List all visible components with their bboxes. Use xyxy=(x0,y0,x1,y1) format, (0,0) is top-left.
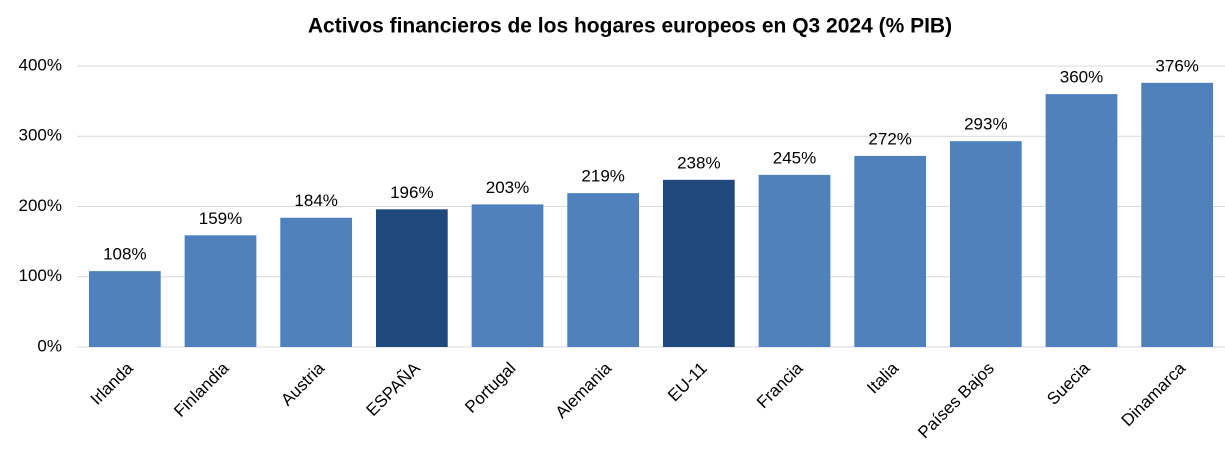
bar xyxy=(854,155,927,347)
bar xyxy=(758,174,831,347)
y-tick-label: 0% xyxy=(37,336,62,355)
x-tick-label: Alemania xyxy=(552,358,616,422)
y-tick-label: 300% xyxy=(19,126,62,145)
x-tick-label: Austria xyxy=(277,358,328,409)
x-tick-label: ESPAÑA xyxy=(363,358,425,420)
x-tick-label: EU-11 xyxy=(664,359,711,406)
bar xyxy=(1141,82,1214,348)
data-label: 238% xyxy=(677,153,720,172)
bar xyxy=(1045,94,1118,347)
x-tick-label: Suecia xyxy=(1043,358,1094,409)
bar xyxy=(471,204,544,347)
bar xyxy=(662,179,735,347)
y-tick-label: 400% xyxy=(19,55,62,74)
bar xyxy=(949,141,1022,347)
x-tick-label: Dinamarca xyxy=(1118,358,1190,430)
x-tick-label: Irlanda xyxy=(87,358,138,409)
x-tick-label: Finlandia xyxy=(170,358,233,421)
data-label: 293% xyxy=(964,115,1007,134)
x-tick-label: Portugal xyxy=(461,359,519,417)
x-tick-label: Francia xyxy=(753,358,807,412)
data-label: 184% xyxy=(294,191,337,210)
data-label: 360% xyxy=(1060,68,1103,87)
chart-title: Activos financieros de los hogares europ… xyxy=(308,15,952,38)
data-label: 108% xyxy=(103,245,146,264)
data-label: 245% xyxy=(773,148,816,167)
bar xyxy=(567,193,640,347)
data-label: 219% xyxy=(581,167,624,186)
data-label: 159% xyxy=(199,209,242,228)
x-tick-label: Italia xyxy=(863,358,902,397)
y-tick-label: 100% xyxy=(19,266,62,285)
bar xyxy=(88,271,161,347)
data-label: 203% xyxy=(486,178,529,197)
data-label: 376% xyxy=(1155,56,1198,75)
data-label: 196% xyxy=(390,183,433,202)
bar xyxy=(375,209,448,347)
bar xyxy=(280,217,353,347)
y-tick-label: 200% xyxy=(19,196,62,215)
data-label: 272% xyxy=(868,129,911,148)
x-tick-label: Países Bajos xyxy=(914,359,998,443)
bar xyxy=(184,235,257,347)
